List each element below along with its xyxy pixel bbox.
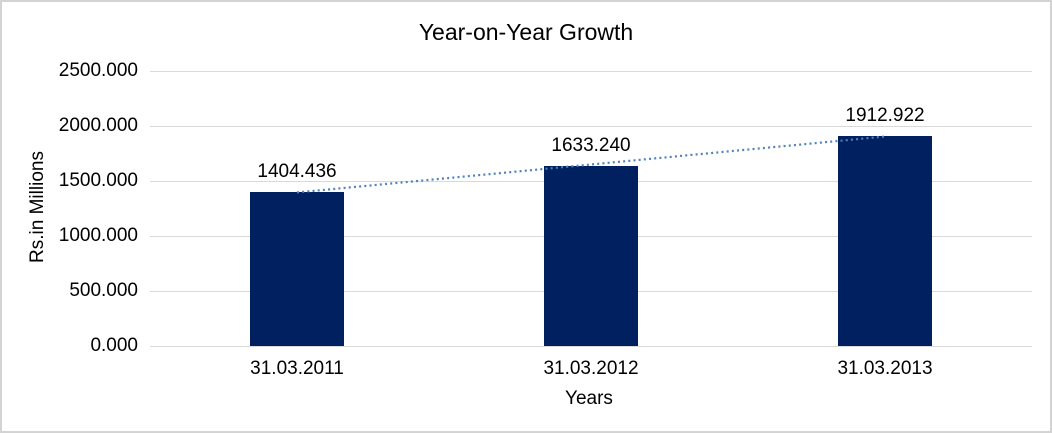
x-category-label: 31.03.2012 [543, 358, 639, 379]
bar [544, 166, 638, 346]
gridline [150, 125, 1032, 127]
bar-data-label: 1912.922 [845, 104, 925, 126]
gridline [150, 345, 1032, 347]
x-axis-title: Years [565, 388, 613, 409]
bar [838, 135, 932, 346]
bar [250, 191, 344, 346]
x-category-label: 31.03.2013 [837, 358, 933, 379]
gridline [150, 70, 1032, 72]
y-tick-label: 1500.000 [58, 170, 138, 191]
y-tick-label: 2500.000 [58, 60, 138, 81]
y-tick-label: 0.000 [90, 335, 138, 356]
y-tick-label: 1000.000 [58, 225, 138, 246]
bar-data-label: 1633.240 [551, 135, 631, 157]
y-tick-label: 500.000 [69, 280, 138, 301]
y-tick-label: 2000.000 [58, 115, 138, 136]
x-category-label: 31.03.2011 [250, 358, 344, 379]
bar-data-label: 1404.436 [257, 160, 337, 182]
chart-title: Year-on-Year Growth [418, 19, 634, 45]
